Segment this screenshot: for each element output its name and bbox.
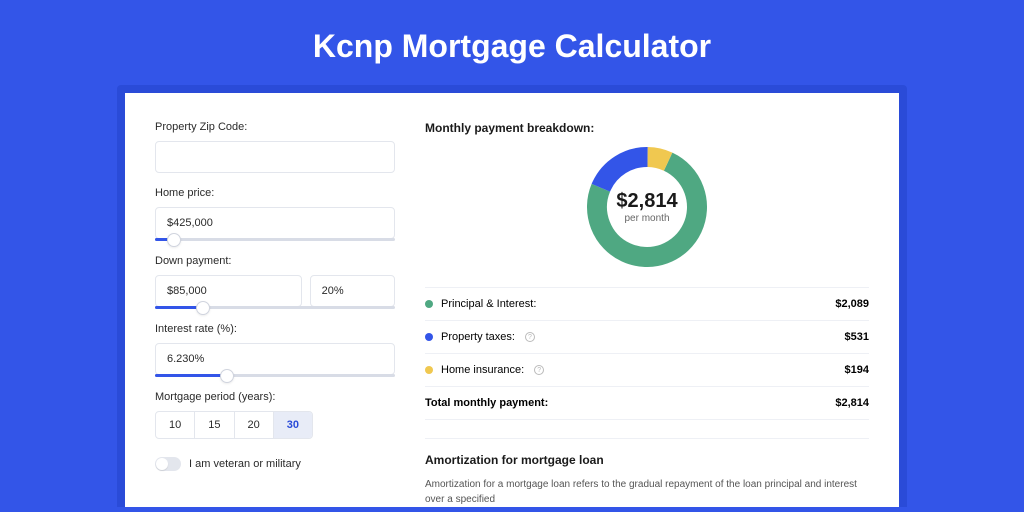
rate-input[interactable] [155,343,395,375]
legend-row-0: Principal & Interest: $2,089 [425,288,869,321]
legend-value: $194 [845,364,869,376]
legend-value: $2,089 [835,298,869,310]
period-pills: 10152030 [155,411,313,439]
donut-center: $2,814 per month [616,190,677,224]
legend: Principal & Interest: $2,089 Property taxe… [425,287,869,420]
legend-total-row: Total monthly payment: $2,814 [425,387,869,420]
legend-row-1: Property taxes:? $531 [425,321,869,354]
price-label: Home price: [155,187,395,199]
period-pill-10[interactable]: 10 [156,412,195,438]
amortization-title: Amortization for mortgage loan [425,453,869,467]
legend-label: Home insurance: [441,364,524,376]
period-label: Mortgage period (years): [155,391,395,403]
form-column: Property Zip Code: Home price: Down paym… [155,121,395,507]
legend-label: Property taxes: [441,331,515,343]
donut-sub: per month [616,213,677,224]
veteran-row: I am veteran or military [155,457,395,471]
info-icon[interactable]: ? [534,365,544,375]
down-slider[interactable] [155,306,395,309]
down-field: Down payment: [155,255,395,309]
rate-label: Interest rate (%): [155,323,395,335]
breakdown-title: Monthly payment breakdown: [425,121,869,135]
rate-field: Interest rate (%): [155,323,395,377]
rate-slider[interactable] [155,374,395,377]
veteran-toggle[interactable] [155,457,181,471]
donut-amount: $2,814 [616,190,677,213]
donut-chart: $2,814 per month [425,147,869,267]
zip-label: Property Zip Code: [155,121,395,133]
price-input[interactable] [155,207,395,239]
amortization-text: Amortization for a mortgage loan refers … [425,477,869,507]
down-pct-input[interactable] [310,275,395,307]
total-label: Total monthly payment: [425,397,548,409]
calculator-card: Property Zip Code: Home price: Down paym… [125,93,899,507]
price-slider-thumb[interactable] [167,233,181,247]
down-amount-input[interactable] [155,275,302,307]
total-value: $2,814 [835,397,869,409]
page-title: Kcnp Mortgage Calculator [0,0,1024,85]
period-pill-15[interactable]: 15 [195,412,234,438]
legend-dot-icon [425,333,433,341]
price-slider[interactable] [155,238,395,241]
legend-row-2: Home insurance:? $194 [425,354,869,387]
down-slider-thumb[interactable] [196,301,210,315]
down-label: Down payment: [155,255,395,267]
zip-input[interactable] [155,141,395,173]
legend-dot-icon [425,300,433,308]
info-icon[interactable]: ? [525,332,535,342]
card-outer: Property Zip Code: Home price: Down paym… [117,85,907,507]
zip-field: Property Zip Code: [155,121,395,173]
legend-label: Principal & Interest: [441,298,536,310]
results-column: Monthly payment breakdown: $2,814 per mo… [425,121,869,507]
period-field: Mortgage period (years): 10152030 [155,391,395,439]
price-field: Home price: [155,187,395,241]
period-pill-30[interactable]: 30 [274,412,312,438]
legend-value: $531 [845,331,869,343]
period-pill-20[interactable]: 20 [235,412,274,438]
veteran-label: I am veteran or military [189,458,301,470]
amortization-section: Amortization for mortgage loan Amortizat… [425,438,869,507]
legend-dot-icon [425,366,433,374]
rate-slider-thumb[interactable] [220,369,234,383]
